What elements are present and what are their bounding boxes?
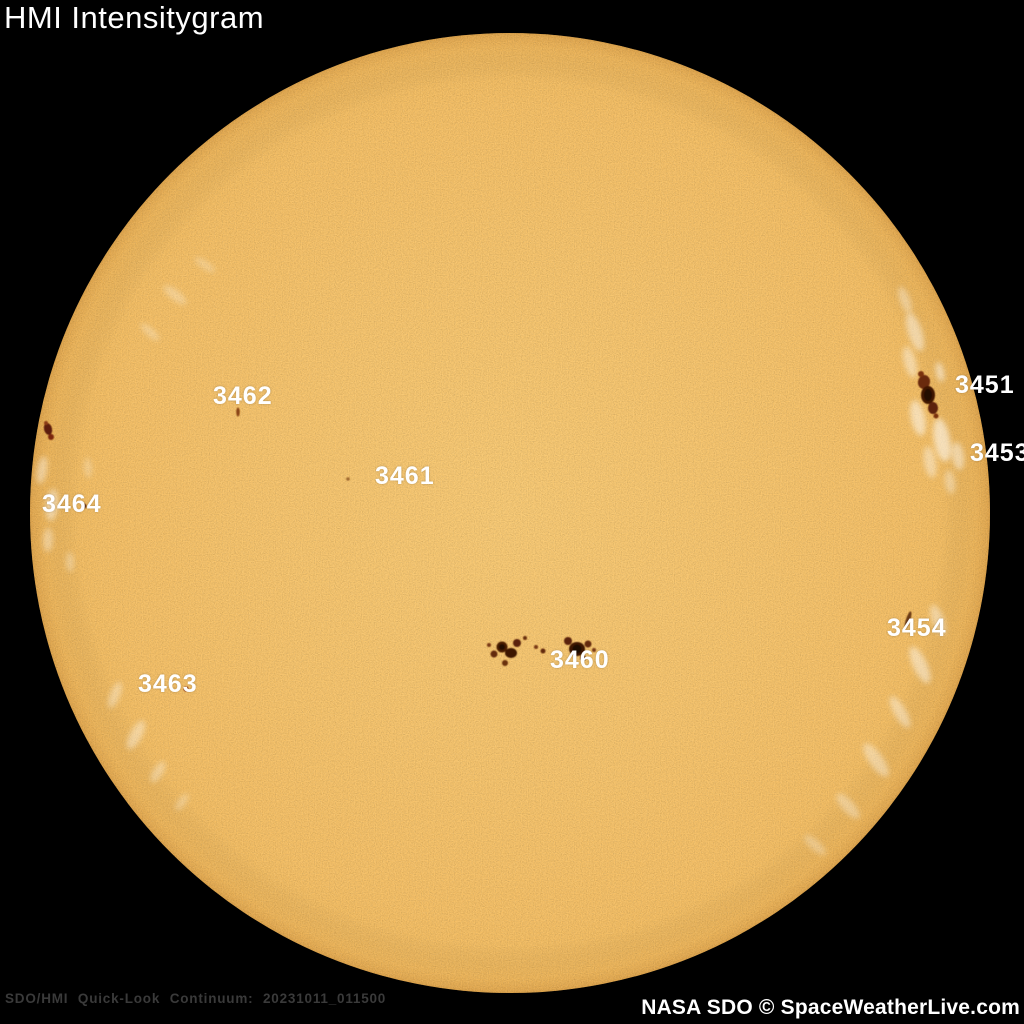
credit-text: NASA SDO © SpaceWeatherLive.com: [641, 996, 1020, 1019]
region-label-3463: 3463: [138, 670, 198, 698]
region-label-3464: 3464: [42, 490, 102, 518]
region-label-3462: 3462: [213, 382, 273, 410]
region-label-3454: 3454: [887, 614, 947, 642]
sunspot-group-3463: [183, 686, 189, 692]
sunspot-layer: [43, 371, 939, 692]
sunspot-group-3464: [43, 421, 87, 509]
region-label-3453: 3453: [970, 439, 1024, 467]
region-label-3451: 3451: [955, 371, 1015, 399]
sunspot-group-3461: [346, 477, 350, 481]
region-label-3460: 3460: [550, 646, 610, 674]
sunspot-group-3460: [487, 636, 596, 666]
faculae-layer: [36, 257, 965, 856]
region-label-3461: 3461: [375, 462, 435, 490]
page-title: HMI Intensitygram: [4, 0, 265, 35]
image-caption: SDO/HMI Quick-Look Continuum: 20231011_0…: [5, 991, 387, 1006]
sunspot-group-3451: [917, 371, 939, 419]
sunspot-group-3462: [236, 407, 240, 417]
sunspot-group-3454: [904, 611, 912, 629]
